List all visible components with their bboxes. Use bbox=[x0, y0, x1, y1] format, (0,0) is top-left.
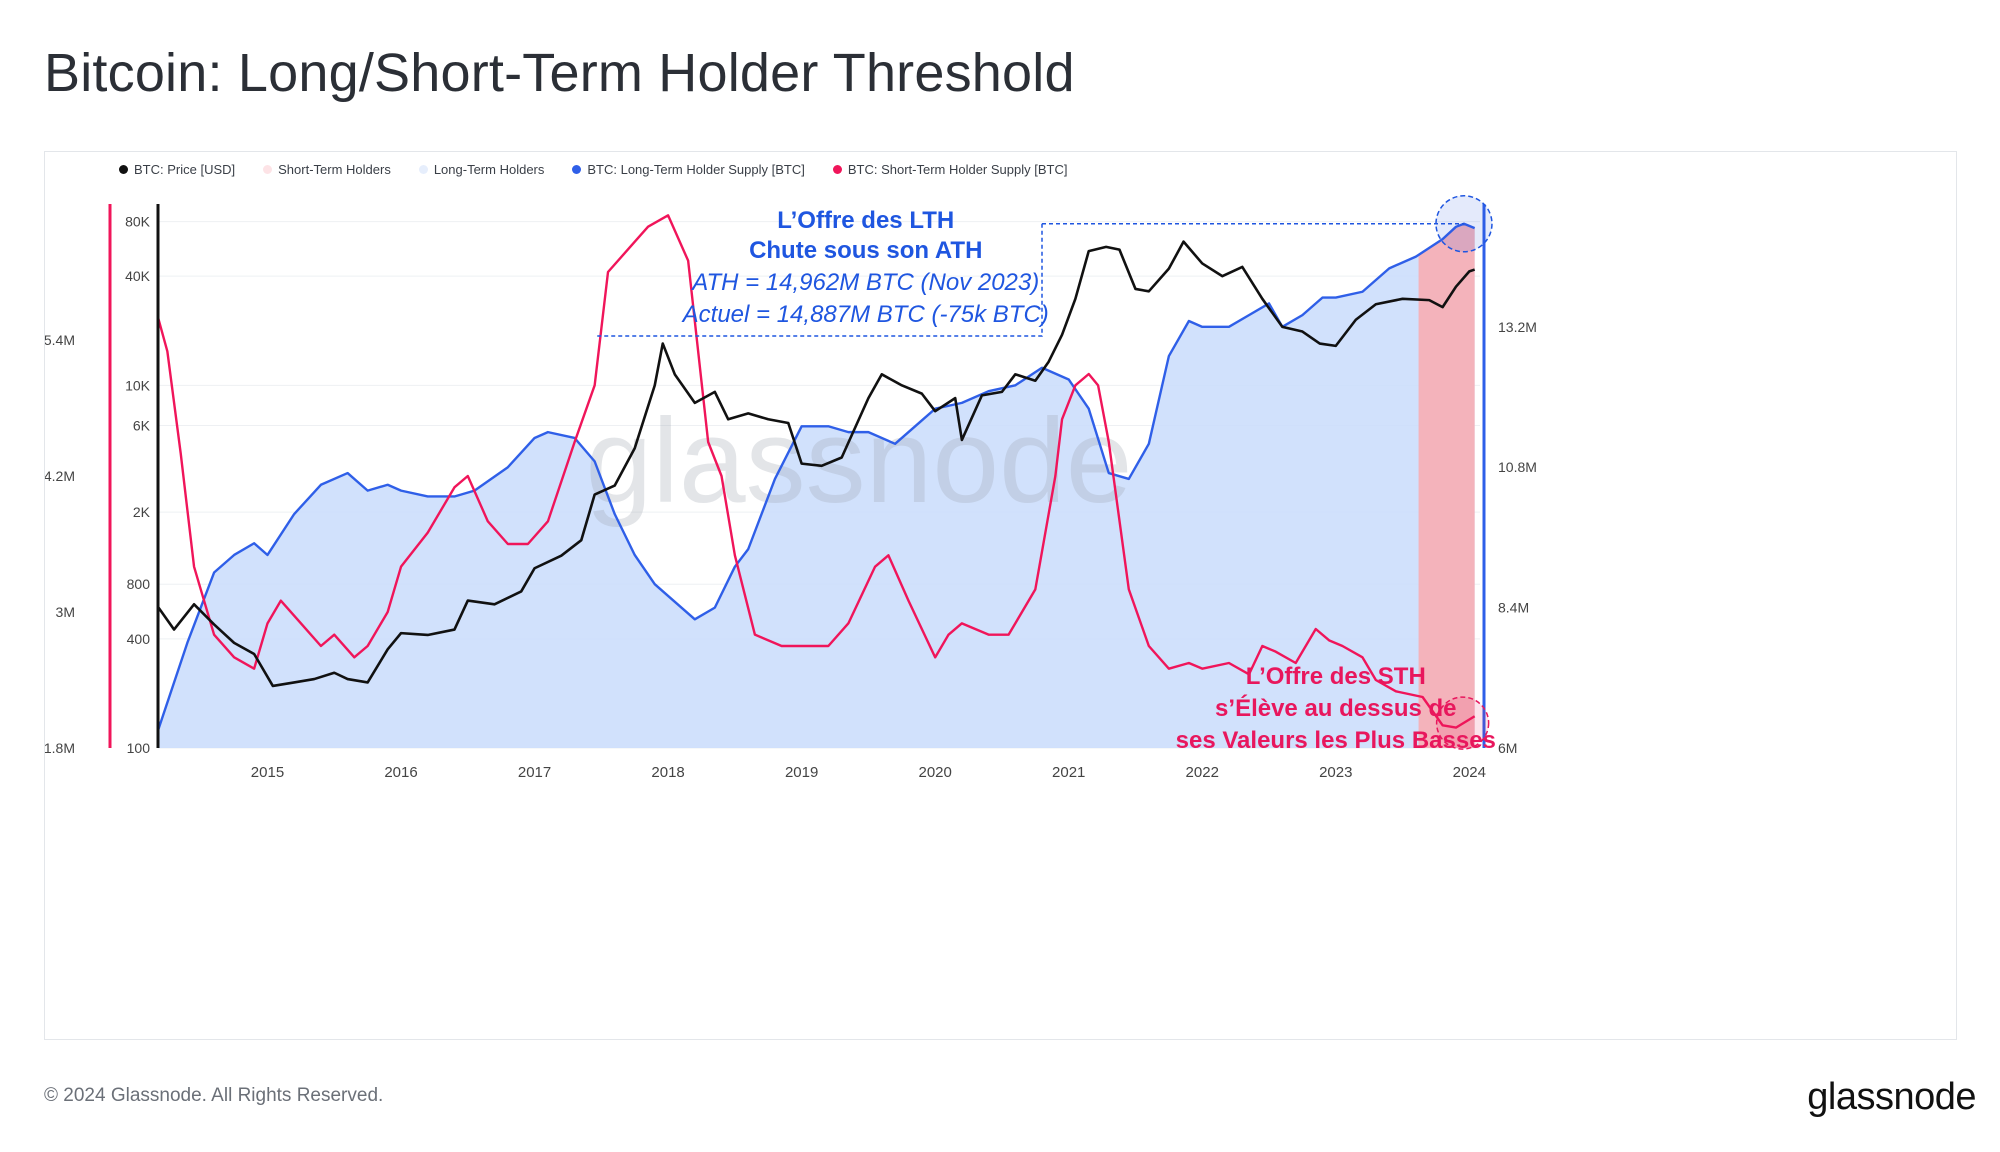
lth-tick-label: 10.8M bbox=[1498, 459, 1537, 475]
x-tick-label: 2017 bbox=[518, 764, 551, 781]
legend-dot-icon bbox=[832, 165, 842, 174]
copyright-text: © 2024 Glassnode. All Rights Reserved. bbox=[44, 1085, 384, 1106]
price-tick-label: 80K bbox=[125, 214, 151, 230]
sth-annotation-line: L’Offre des STH bbox=[1246, 663, 1426, 690]
lth-tick-label: 6M bbox=[1498, 740, 1517, 756]
x-tick-label: 2023 bbox=[1319, 764, 1352, 781]
page-title: Bitcoin: Long/Short-Term Holder Threshol… bbox=[44, 43, 1075, 103]
glassnode-logo: glassnode bbox=[1807, 1076, 1976, 1118]
legend-item[interactable]: Short-Term Holders bbox=[263, 162, 391, 177]
legend-label: Long-Term Holders bbox=[433, 162, 545, 177]
legend-dot-icon bbox=[418, 165, 428, 174]
legend-item[interactable]: BTC: Price [USD] bbox=[119, 162, 235, 177]
sth-highlight-circle bbox=[1435, 696, 1490, 750]
price-tick-label: 10K bbox=[125, 377, 151, 393]
price-tick-label: 400 bbox=[127, 631, 151, 647]
sth-annotation-line: ses Valeurs les Plus Basses bbox=[1176, 727, 1496, 754]
sth-annotation-line: s’Élève au dessus de bbox=[1215, 694, 1456, 722]
sth-tick-label: 1.8M bbox=[45, 740, 75, 756]
legend-label: Short-Term Holders bbox=[278, 162, 391, 177]
sth-tick-label: 4.2M bbox=[45, 468, 75, 484]
x-tick-label: 2022 bbox=[1186, 764, 1219, 781]
x-tick-label: 2016 bbox=[384, 764, 417, 781]
price-line bbox=[156, 240, 1476, 688]
lth-current-value: Actuel = 14,887M BTC (-75k BTC) bbox=[681, 301, 1049, 328]
lth-highlight-circle bbox=[1435, 195, 1493, 253]
legend-item[interactable]: BTC: Long-Term Holder Supply [BTC] bbox=[572, 162, 805, 177]
price-tick-label: 100 bbox=[127, 740, 151, 756]
legend-label: BTC: Price [USD] bbox=[134, 162, 236, 177]
legend-label: BTC: Long-Term Holder Supply [BTC] bbox=[587, 162, 805, 177]
price-tick-label: 2K bbox=[133, 504, 151, 520]
legend-item[interactable]: Long-Term Holders bbox=[418, 162, 545, 177]
x-tick-label: 2024 bbox=[1453, 764, 1486, 781]
legend-dot-icon bbox=[119, 165, 128, 174]
legend-label: BTC: Short-Term Holder Supply [BTC] bbox=[847, 162, 1068, 177]
lth-annotation-subtitle: Chute sous son ATH bbox=[749, 237, 982, 264]
lth-tick-label: 13.2M bbox=[1498, 319, 1537, 335]
sth-tick-label: 3M bbox=[56, 604, 75, 620]
legend-dot-icon bbox=[263, 165, 273, 174]
sth-supply-line bbox=[156, 214, 1476, 729]
chart-frame: glassnode 80K 40K 10K 6K 2K 800 400 100 5.4M 4.2M 3… bbox=[44, 151, 1957, 1040]
sth-tick-label: 5.4M bbox=[45, 332, 75, 348]
price-tick-label: 800 bbox=[127, 576, 151, 592]
x-tick-label: 2019 bbox=[785, 764, 818, 781]
chart-svg: glassnode80K40K10K6K2K8004001005.4M4.2M3… bbox=[45, 195, 1537, 781]
chart-legend: BTC: Price [USD] Short-Term Holders Long-T… bbox=[119, 162, 1067, 177]
short-term-holders-area bbox=[1418, 223, 1475, 748]
legend-dot-icon bbox=[572, 165, 582, 174]
x-tick-label: 2015 bbox=[251, 764, 284, 781]
lth-ath-value: ATH = 14,962M BTC (Nov 2023) bbox=[690, 269, 1039, 296]
x-tick-label: 2018 bbox=[651, 764, 684, 781]
x-tick-label: 2020 bbox=[918, 764, 951, 781]
long-term-holders-area bbox=[158, 223, 1475, 748]
lth-annotation-title: L’Offre des LTH bbox=[777, 207, 954, 234]
price-tick-label: 40K bbox=[125, 268, 151, 284]
lth-tick-label: 8.4M bbox=[1498, 600, 1529, 616]
price-tick-label: 6K bbox=[133, 418, 151, 434]
lth-annotation-box bbox=[594, 223, 1043, 337]
legend-item[interactable]: BTC: Short-Term Holder Supply [BTC] bbox=[832, 162, 1068, 177]
x-tick-label: 2021 bbox=[1052, 764, 1085, 781]
